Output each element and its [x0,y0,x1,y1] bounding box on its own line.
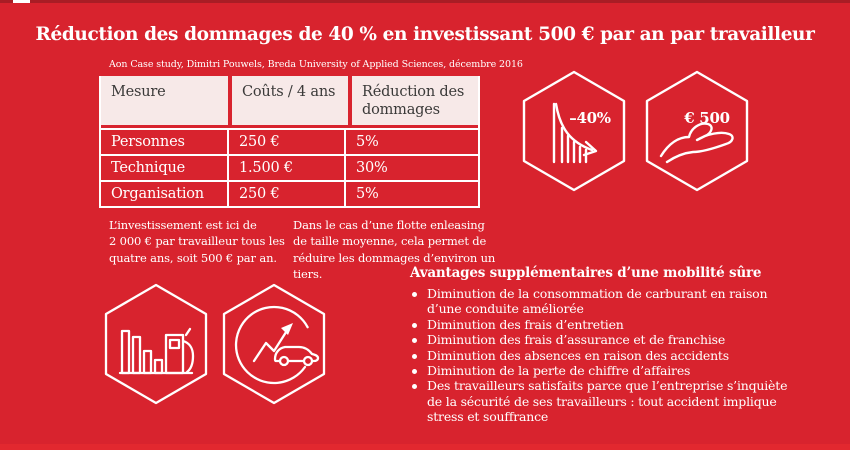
declining-damage-chart-icon [522,70,626,192]
cell-couts: 1.500 € [229,156,344,180]
list-item: Diminution de la perte de chiffre d’affa… [410,363,805,378]
advantages-section: Avantages supplémentaires d’une mobilité… [410,265,805,425]
list-item-text: Diminution des absences en raison des ac… [427,347,729,363]
top-edge-strip [0,0,850,3]
fuel-consumption-bar-chart-icon [104,283,208,405]
cell-reduction: 5% [346,182,478,206]
column-header-reduction: Réduction des dommages [352,76,478,125]
cell-mesure: Technique [101,156,227,180]
table-row: Technique 1.500 € 30% [101,156,478,180]
bullet-dot-icon [412,353,417,359]
list-item-text: Des travailleurs satisfaits parce que l’… [427,378,788,425]
page-title: Réduction des dommages de 40 % en invest… [35,24,815,45]
car-improvement-trend-icon [222,283,326,405]
note-fleet: Dans le cas d’une flotte enleasing de ta… [293,218,496,281]
investment-badge: € 500 [684,109,730,127]
hexagon-investment: € 500 [643,70,751,192]
bullet-dot-icon [412,338,417,344]
damage-reduction-badge: –40% [569,109,611,127]
advantages-title: Avantages supplémentaires d’une mobilité… [410,265,762,281]
list-item: Diminution des frais d’assurance et de f… [410,332,805,347]
hexagon-damage-reduction: –40% [520,70,628,192]
bottom-edge-strip [0,444,850,450]
list-item: Diminution des frais d’entretien [410,317,805,332]
hexagon-fuel-consumption [102,283,210,405]
table-row: Organisation 250 € 5% [101,182,478,206]
cell-reduction: 30% [346,156,478,180]
hand-offering-money-icon [645,70,749,192]
cell-couts: 250 € [229,130,344,154]
hexagon-car-trend [220,283,328,405]
bullet-dot-icon [412,369,417,375]
list-item-text: Diminution de la consommation de carbura… [427,286,768,317]
cell-mesure: Personnes [101,130,227,154]
bullet-dot-icon [412,384,417,390]
column-header-mesure: Mesure [101,76,228,125]
list-item: Diminution de la consommation de carbura… [410,286,805,317]
table-header-row: Mesure Coûts / 4 ans Réduction des domma… [101,76,478,125]
cell-reduction: 5% [346,130,478,154]
list-item-text: Diminution des frais d’assurance et de f… [427,332,726,348]
table-body: Personnes 250 € 5% Technique 1.500 € 30%… [101,128,478,208]
source-note: Aon Case study, Dimitri Pouwels, Breda U… [109,59,523,70]
bullet-dot-icon [412,322,417,328]
bullet-dot-icon [412,292,417,297]
table-row: Personnes 250 € 5% [101,130,478,154]
list-item-text: Diminution des frais d’entretien [427,316,624,332]
note-investment: L’investissement est ici de 2 000 € par … [109,218,285,265]
list-item: Des travailleurs satisfaits parce que l’… [410,378,805,424]
column-header-couts: Coûts / 4 ans [232,76,348,125]
cell-mesure: Organisation [101,182,227,206]
measures-table: Mesure Coûts / 4 ans Réduction des domma… [99,76,480,208]
top-edge-notch [13,0,30,3]
list-item: Diminution des absences en raison des ac… [410,348,805,363]
list-item-text: Diminution de la perte de chiffre d’affa… [427,363,691,379]
cell-couts: 250 € [229,182,344,206]
